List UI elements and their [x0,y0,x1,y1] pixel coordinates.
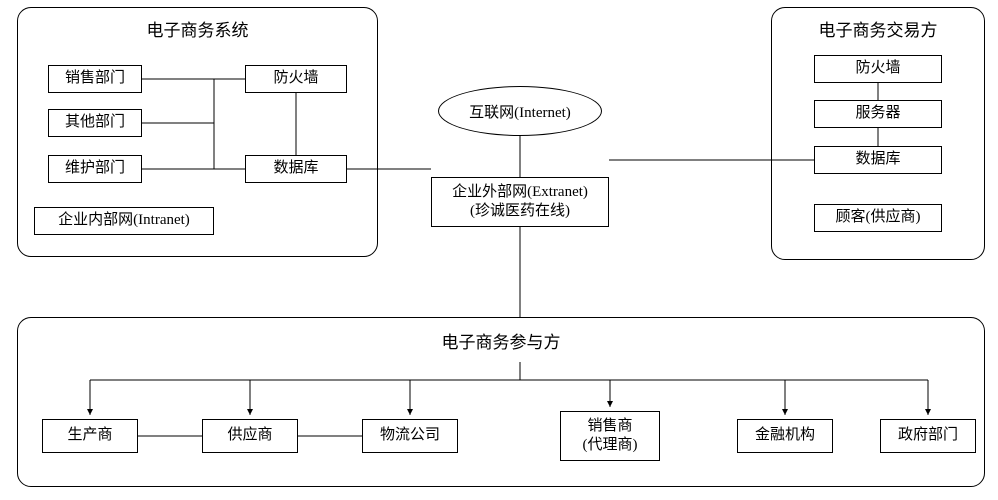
box-left-database: 数据库 [245,155,347,183]
participant-gov: 政府部门 [880,419,976,453]
extranet-line2: (珍诚医药在线) [470,202,570,222]
participant-logistics: 物流公司 [362,419,458,453]
box-right-server: 服务器 [814,100,942,128]
box-right-customer: 顾客(供应商) [814,204,942,232]
internet-label: 互联网(Internet) [469,101,571,122]
box-right-firewall: 防火墙 [814,55,942,83]
diagram-stage: { "canvas": { "width": 998, "height": 50… [0,0,998,500]
box-other-dept: 其他部门 [48,109,142,137]
group-title-bottom: 电子商务参与方 [18,328,984,353]
box-intranet: 企业内部网(Intranet) [34,207,214,235]
participant-producer: 生产商 [42,419,138,453]
participant-supplier: 供应商 [202,419,298,453]
group-title-left: 电子商务系统 [18,16,377,41]
box-maintain-dept: 维护部门 [48,155,142,183]
participant-finance: 金融机构 [737,419,833,453]
group-participants: 电子商务参与方 [17,317,985,487]
extranet-line1: 企业外部网(Extranet) [452,183,588,203]
participant-dealer: 销售商 (代理商) [560,411,660,461]
group-title-right: 电子商务交易方 [772,16,984,41]
box-right-database: 数据库 [814,146,942,174]
node-internet: 互联网(Internet) [438,86,602,136]
box-left-firewall: 防火墙 [245,65,347,93]
node-extranet: 企业外部网(Extranet) (珍诚医药在线) [431,177,609,227]
box-sales-dept: 销售部门 [48,65,142,93]
